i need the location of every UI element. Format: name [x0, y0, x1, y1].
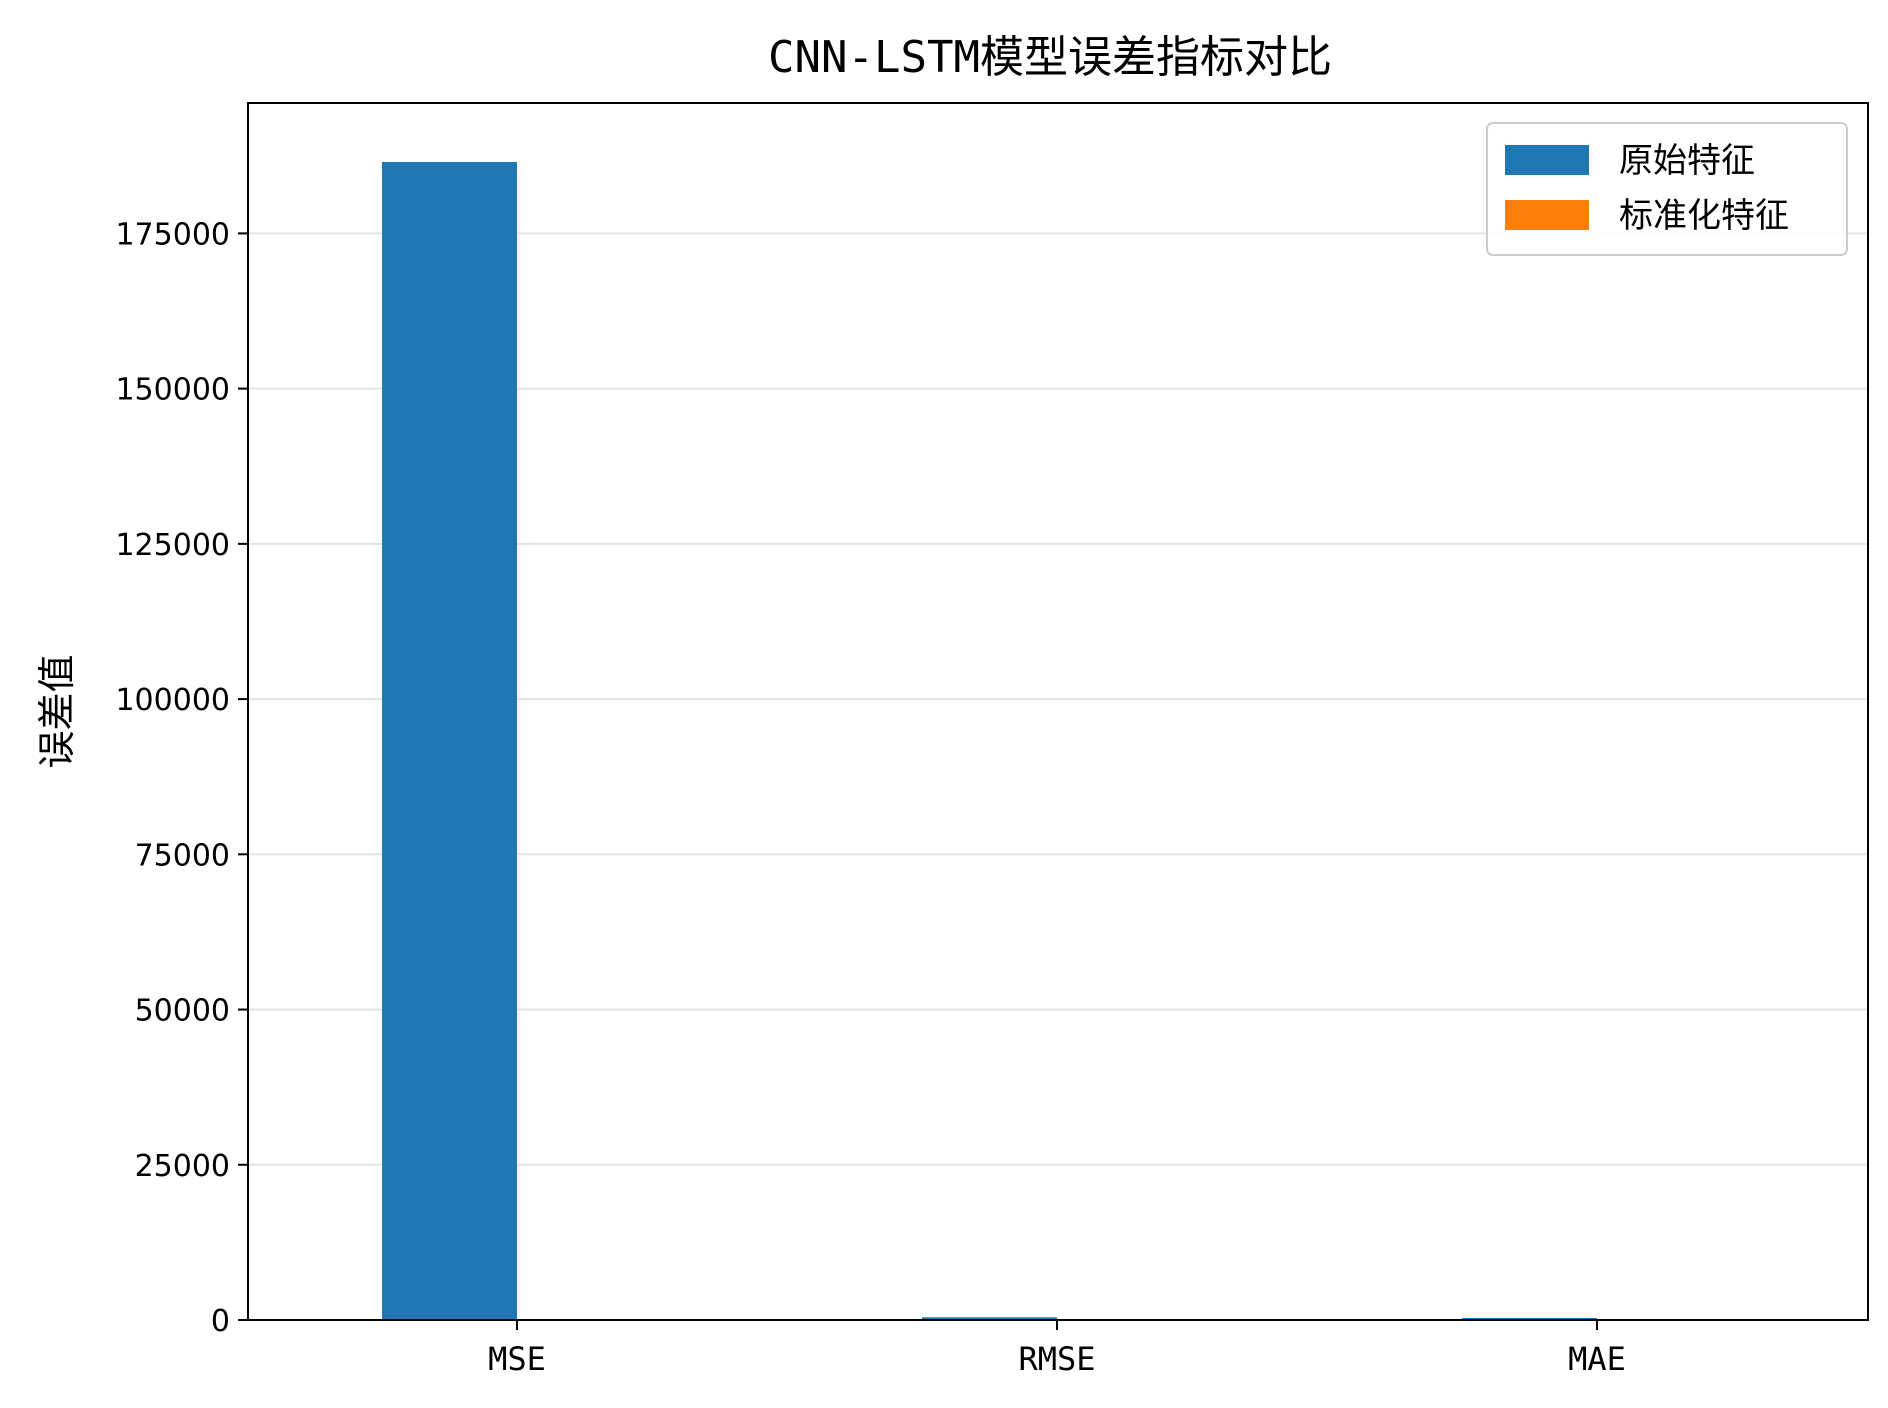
legend-label: 标准化特征: [1619, 196, 1789, 236]
chart-title: CNN-LSTM模型误差指标对比: [768, 32, 1332, 83]
legend-swatch: [1505, 200, 1589, 230]
x-axis-ticks: MSE RMSE MAE: [488, 1320, 1626, 1378]
bars: [382, 162, 1732, 1320]
y-tick-label: 75000: [135, 838, 230, 873]
y-axis-label: 误差值: [35, 654, 79, 768]
legend-swatch: [1505, 145, 1589, 175]
legend-label: 原始特征: [1619, 141, 1755, 181]
y-tick-label: 150000: [115, 373, 230, 408]
y-tick-label: 50000: [135, 994, 230, 1029]
y-tick-label: 125000: [115, 528, 230, 563]
y-tick-label: 0: [211, 1304, 230, 1339]
y-tick-label: 25000: [135, 1149, 230, 1184]
y-tick-label: 100000: [115, 683, 230, 718]
y-axis-ticks: 0 25000 50000 75000 100000 125000 150000 175000: [115, 217, 248, 1339]
bar-mse-series-0: [382, 162, 517, 1320]
x-tick-label: RMSE: [1018, 1340, 1095, 1378]
x-tick-label: MSE: [488, 1340, 546, 1378]
x-tick-label: MAE: [1568, 1340, 1626, 1378]
y-tick-label: 175000: [115, 217, 230, 252]
